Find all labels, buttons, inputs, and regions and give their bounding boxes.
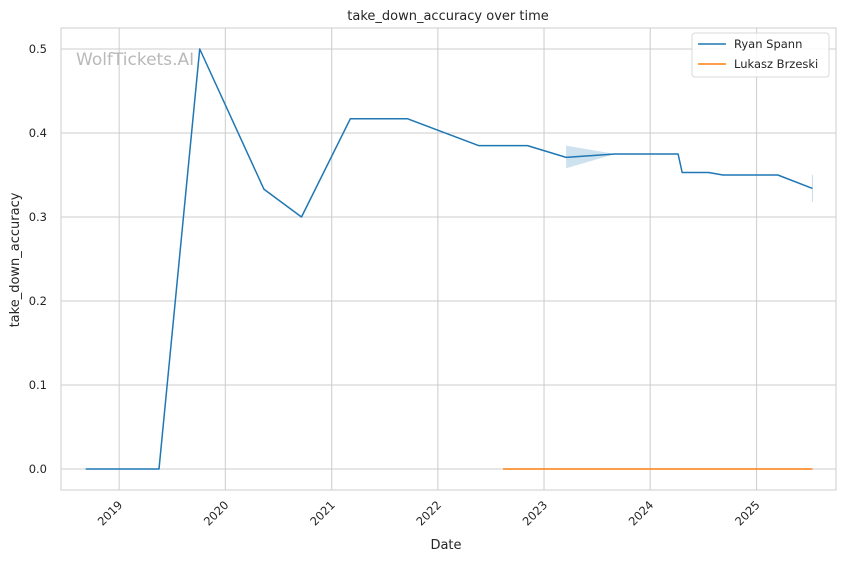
y-tick-label: 0.4 [29, 126, 47, 140]
confidence-band-ryan-spann [566, 145, 615, 169]
chart-title: take_down_accuracy over time [347, 9, 548, 24]
x-tick-labels: 2019 2020 2021 2022 2023 2024 2025 [95, 498, 763, 529]
x-tick-label: 2020 [201, 498, 232, 529]
legend-box [691, 32, 830, 78]
series-line-ryan-spann [85, 48, 813, 470]
x-tick-label: 2019 [95, 498, 126, 529]
x-tick-label: 2021 [307, 498, 338, 529]
y-tick-labels: 0.0 0.1 0.2 0.3 0.4 0.5 [29, 42, 47, 476]
y-tick-label: 0.5 [29, 42, 47, 56]
x-tick-label: 2023 [520, 498, 551, 529]
series-lines [85, 48, 813, 470]
x-axis-label: Date [430, 538, 461, 553]
legend-label-ryan-spann: Ryan Spann [734, 37, 802, 51]
y-tick-label: 0.0 [29, 462, 47, 476]
x-tick-label: 2025 [732, 498, 763, 529]
plot-area [60, 27, 837, 491]
x-tick-label: 2024 [626, 498, 657, 529]
watermark: WolfTickets.AI [76, 50, 194, 70]
x-tick-label: 2022 [413, 498, 444, 529]
y-axis-label: take_down_accuracy [8, 192, 23, 327]
legend: Ryan Spann Lukasz Brzeski [691, 32, 830, 78]
y-tick-label: 0.2 [29, 294, 47, 308]
y-tick-label: 0.3 [29, 210, 47, 224]
legend-label-lukasz-brzeski: Lukasz Brzeski [734, 57, 818, 71]
y-tick-label: 0.1 [29, 378, 47, 392]
